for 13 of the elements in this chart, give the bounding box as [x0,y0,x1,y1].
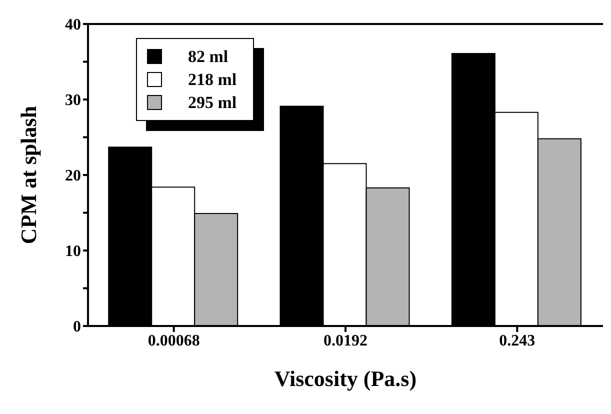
y-tick-label: 30 [65,92,81,110]
y-tick-label: 40 [65,16,81,34]
legend-label: 82 ml [188,46,228,66]
x-tick-label: 0.0192 [324,332,368,350]
x-axis-title: Viscosity (Pa.s) [274,366,417,391]
y-tick-label: 0 [73,318,81,336]
x-tick-label: 0.00068 [148,332,200,350]
legend-label: 295 ml [188,92,237,112]
y-tick-label: 10 [65,243,81,260]
y-axis-title: CPM at splash [16,106,41,244]
y-tick-label: 20 [65,168,81,185]
legend-label: 218 ml [188,70,237,90]
x-tick-label: 0.243 [499,332,536,350]
